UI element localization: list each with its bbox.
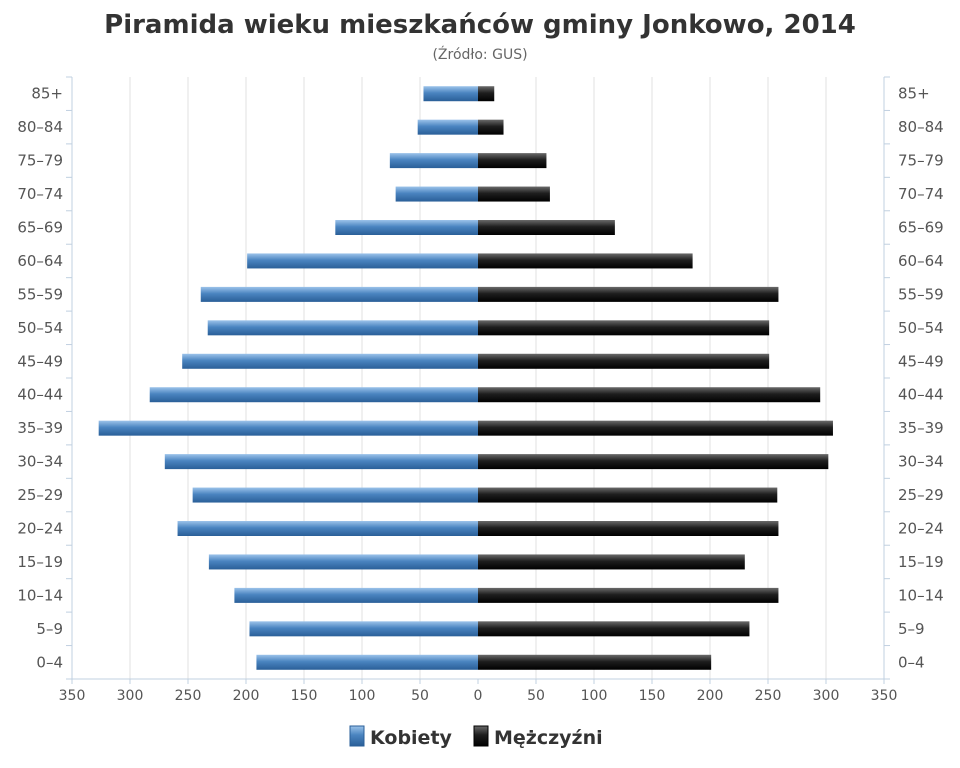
bar-kobiety[interactable] <box>207 320 478 336</box>
category-label-left: 10–14 <box>17 586 63 604</box>
category-label-right: 50–54 <box>898 319 944 337</box>
category-label-right: 65–69 <box>898 219 944 237</box>
legend-swatch-mezczyzni <box>473 725 489 747</box>
category-labels: 0–4 0–4 5–9 5–9 10–14 10–14 15–19 15–19 20–24 20–… <box>17 85 943 672</box>
bar-kobiety[interactable] <box>335 220 478 235</box>
bar-mezczyzni[interactable] <box>478 119 504 135</box>
bar-mezczyzni[interactable] <box>478 621 750 637</box>
category-label-right: 80–84 <box>898 118 944 136</box>
category-label-left: 50–54 <box>17 319 63 337</box>
x-tick-label: 50 <box>527 688 545 704</box>
bar-mezczyzni[interactable] <box>478 86 495 102</box>
bar-kobiety[interactable] <box>182 353 478 369</box>
category-label-right: 15–19 <box>898 553 944 571</box>
bar-mezczyzni[interactable] <box>478 220 615 235</box>
bar-mezczyzni[interactable] <box>478 454 829 470</box>
category-label-right: 25–29 <box>898 486 944 504</box>
x-tick-label: 100 <box>349 688 376 704</box>
category-label-right: 0–4 <box>898 653 925 671</box>
x-tick-label: 250 <box>175 688 202 704</box>
bar-kobiety[interactable] <box>200 286 478 302</box>
category-label-left: 15–19 <box>17 553 63 571</box>
bar-kobiety[interactable] <box>423 86 478 102</box>
bar-mezczyzni[interactable] <box>478 353 770 369</box>
category-label-right: 45–49 <box>898 352 944 370</box>
x-tick-label: 350 <box>59 688 86 704</box>
x-tick-label: 300 <box>117 688 144 704</box>
legend-label-kobiety[interactable]: Kobiety <box>370 727 453 749</box>
bar-mezczyzni[interactable] <box>478 153 547 169</box>
bar-mezczyzni[interactable] <box>478 286 779 302</box>
category-label-left: 5–9 <box>36 620 63 638</box>
category-label-left: 65–69 <box>17 219 63 237</box>
bar-mezczyzni[interactable] <box>478 487 778 503</box>
category-label-left: 30–34 <box>17 453 63 471</box>
bars <box>98 86 833 670</box>
bar-kobiety[interactable] <box>234 587 478 603</box>
x-tick-label: 50 <box>411 688 429 704</box>
axes <box>66 76 890 684</box>
x-tick-label: 250 <box>755 688 782 704</box>
x-tick-labels: 350 300 250 200 150 100 50 0 50 100 150 200 250 300 35… <box>59 688 898 704</box>
x-tick-label: 200 <box>233 688 260 704</box>
category-label-left: 25–29 <box>17 486 63 504</box>
legend: Kobiety Mężczyźni <box>349 725 603 749</box>
bar-kobiety[interactable] <box>164 454 479 470</box>
bar-kobiety[interactable] <box>192 487 478 503</box>
category-label-right: 70–74 <box>898 185 944 203</box>
bar-mezczyzni[interactable] <box>478 587 779 603</box>
category-label-right: 85+ <box>898 85 930 103</box>
bar-kobiety[interactable] <box>395 186 478 202</box>
category-label-right: 75–79 <box>898 152 944 170</box>
category-label-right: 40–44 <box>898 386 944 404</box>
bar-mezczyzni[interactable] <box>478 554 745 570</box>
chart-title: Piramida wieku mieszkańców gminy Jonkowo… <box>104 10 856 40</box>
bar-kobiety[interactable] <box>417 119 478 135</box>
bar-kobiety[interactable] <box>98 420 479 436</box>
bar-mezczyzni[interactable] <box>478 521 779 536</box>
category-label-left: 20–24 <box>17 520 63 538</box>
category-label-left: 60–64 <box>17 252 63 270</box>
bar-kobiety[interactable] <box>389 153 478 169</box>
x-tick-label: 200 <box>697 688 724 704</box>
bar-kobiety[interactable] <box>208 554 478 570</box>
category-label-right: 5–9 <box>898 620 925 638</box>
x-tick-label: 0 <box>474 688 483 704</box>
bar-kobiety[interactable] <box>177 521 478 536</box>
bar-kobiety[interactable] <box>249 621 478 637</box>
bar-kobiety[interactable] <box>149 387 478 403</box>
category-label-right: 60–64 <box>898 252 944 270</box>
category-label-right: 55–59 <box>898 285 944 303</box>
bar-mezczyzni[interactable] <box>478 654 712 670</box>
category-label-left: 55–59 <box>17 285 63 303</box>
x-tick-label: 350 <box>871 688 898 704</box>
legend-swatch-kobiety <box>349 725 365 747</box>
bar-mezczyzni[interactable] <box>478 420 833 436</box>
category-label-right: 10–14 <box>898 586 944 604</box>
x-tick-label: 150 <box>639 688 666 704</box>
bar-kobiety[interactable] <box>247 253 478 269</box>
x-tick-label: 300 <box>813 688 840 704</box>
category-label-right: 20–24 <box>898 520 944 538</box>
category-label-left: 70–74 <box>17 185 63 203</box>
bar-kobiety[interactable] <box>256 654 478 670</box>
category-label-right: 35–39 <box>898 419 944 437</box>
category-label-left: 80–84 <box>17 118 63 136</box>
x-tick-label: 150 <box>291 688 318 704</box>
bar-mezczyzni[interactable] <box>478 186 550 202</box>
category-label-left: 85+ <box>31 85 63 103</box>
category-label-left: 40–44 <box>17 386 63 404</box>
category-label-right: 30–34 <box>898 453 944 471</box>
bar-mezczyzni[interactable] <box>478 320 770 336</box>
category-label-left: 75–79 <box>17 152 63 170</box>
category-label-left: 0–4 <box>36 653 63 671</box>
bar-mezczyzni[interactable] <box>478 253 693 269</box>
chart-subtitle: (Źródło: GUS) <box>432 45 527 63</box>
category-label-left: 45–49 <box>17 352 63 370</box>
x-tick-label: 100 <box>581 688 608 704</box>
bar-mezczyzni[interactable] <box>478 387 821 403</box>
category-label-left: 35–39 <box>17 419 63 437</box>
legend-label-mezczyzni[interactable]: Mężczyźni <box>494 727 603 749</box>
